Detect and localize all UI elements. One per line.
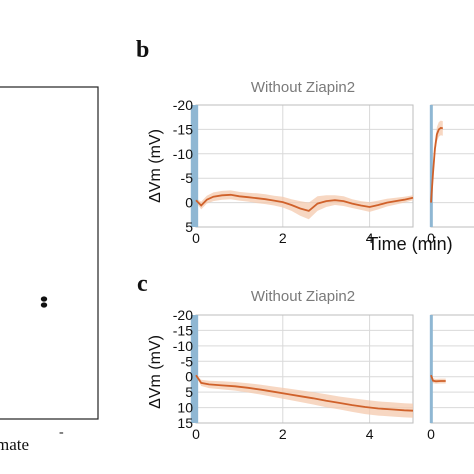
panel-c-ytick-label: 15 [177, 415, 193, 431]
panel-c-partner-plot-frame [430, 314, 474, 424]
panel-b-xticks: 0 2 4 [192, 230, 374, 246]
panel-b-mean-line [195, 193, 414, 212]
panel-c-partner-xtick-label: 0 [427, 426, 435, 442]
panel-b-yticks: -20 -15 -10 -5 0 5 [173, 97, 193, 235]
panel-b-partner-chart: 0 [427, 104, 474, 246]
panel-c-title: Without Ziapin2 [251, 288, 355, 305]
panel-c-partner-mean-line [430, 374, 446, 383]
panel-b-title: Without Ziapin2 [251, 79, 355, 96]
panel-c-partner-stimulus-bar [429, 315, 433, 423]
panel-c-mean-line [195, 374, 414, 412]
panel-b-xlabel: Time (min) [367, 234, 452, 254]
panel-b-ytick-label: 0 [185, 195, 193, 211]
panel-c-stimulus-bar [190, 315, 199, 423]
panel-a: mate - [0, 86, 99, 454]
panel-b-ytick-label: 5 [185, 219, 193, 235]
panel-a-point [40, 296, 48, 302]
panel-b-series [195, 193, 414, 212]
panel-c-stimulus-bar [190, 315, 199, 423]
panel-c-series [195, 374, 414, 412]
panel-b-partner-stimulus-bar [429, 105, 433, 227]
panel-b-ytick-label: -10 [173, 146, 193, 162]
panel-a-frame [0, 86, 99, 420]
panel-c-letter: c [137, 271, 148, 297]
panel-b-xtick-label: 2 [279, 230, 287, 246]
panel-b-ytick-label: -20 [173, 97, 193, 113]
panel-b-partner-xtick-label: 0 [427, 230, 435, 246]
panel-b-ytick-label: -15 [173, 121, 193, 137]
panel-b-letter: b [136, 37, 149, 63]
panel-c-ytick-label: -10 [173, 338, 193, 354]
panel-c-xticks: 0 2 4 [192, 426, 374, 442]
panel-c-xtick-label: 4 [366, 426, 374, 442]
panel-a-xlabel: mate [0, 435, 29, 454]
panel-c-ytick-label: -15 [173, 322, 193, 338]
panel-c-ytick-label: 0 [185, 369, 193, 385]
panel-b-xtick-label: 0 [192, 230, 200, 246]
panel-a-xtick: - [59, 425, 64, 440]
panel-b-partner-mean-line [430, 126, 444, 203]
panel-c-xtick-label: 2 [279, 426, 287, 442]
panel-c-ytick-label: 5 [185, 384, 193, 400]
panel-c-ytick-label: -5 [181, 353, 194, 369]
panel-a-point [40, 302, 48, 308]
panel-c-ytick-label: 10 [177, 400, 193, 416]
panel-b-partner-plot-frame [430, 104, 474, 228]
panel-b-stimulus-bar [190, 105, 199, 227]
panel-c-ylabel: ΔVm (mV) [147, 335, 164, 409]
panel-b-ylabel: ΔVm (mV) [147, 129, 164, 203]
panel-c-partner-chart: 0 [427, 314, 474, 442]
panel-b-xtick-label: 4 [366, 230, 374, 246]
panel-c-ytick-label: -20 [173, 307, 193, 323]
panel-c-xtick-label: 0 [192, 426, 200, 442]
panel-b-ytick-label: -5 [181, 170, 194, 186]
panel-b-stimulus-bar [190, 105, 199, 227]
